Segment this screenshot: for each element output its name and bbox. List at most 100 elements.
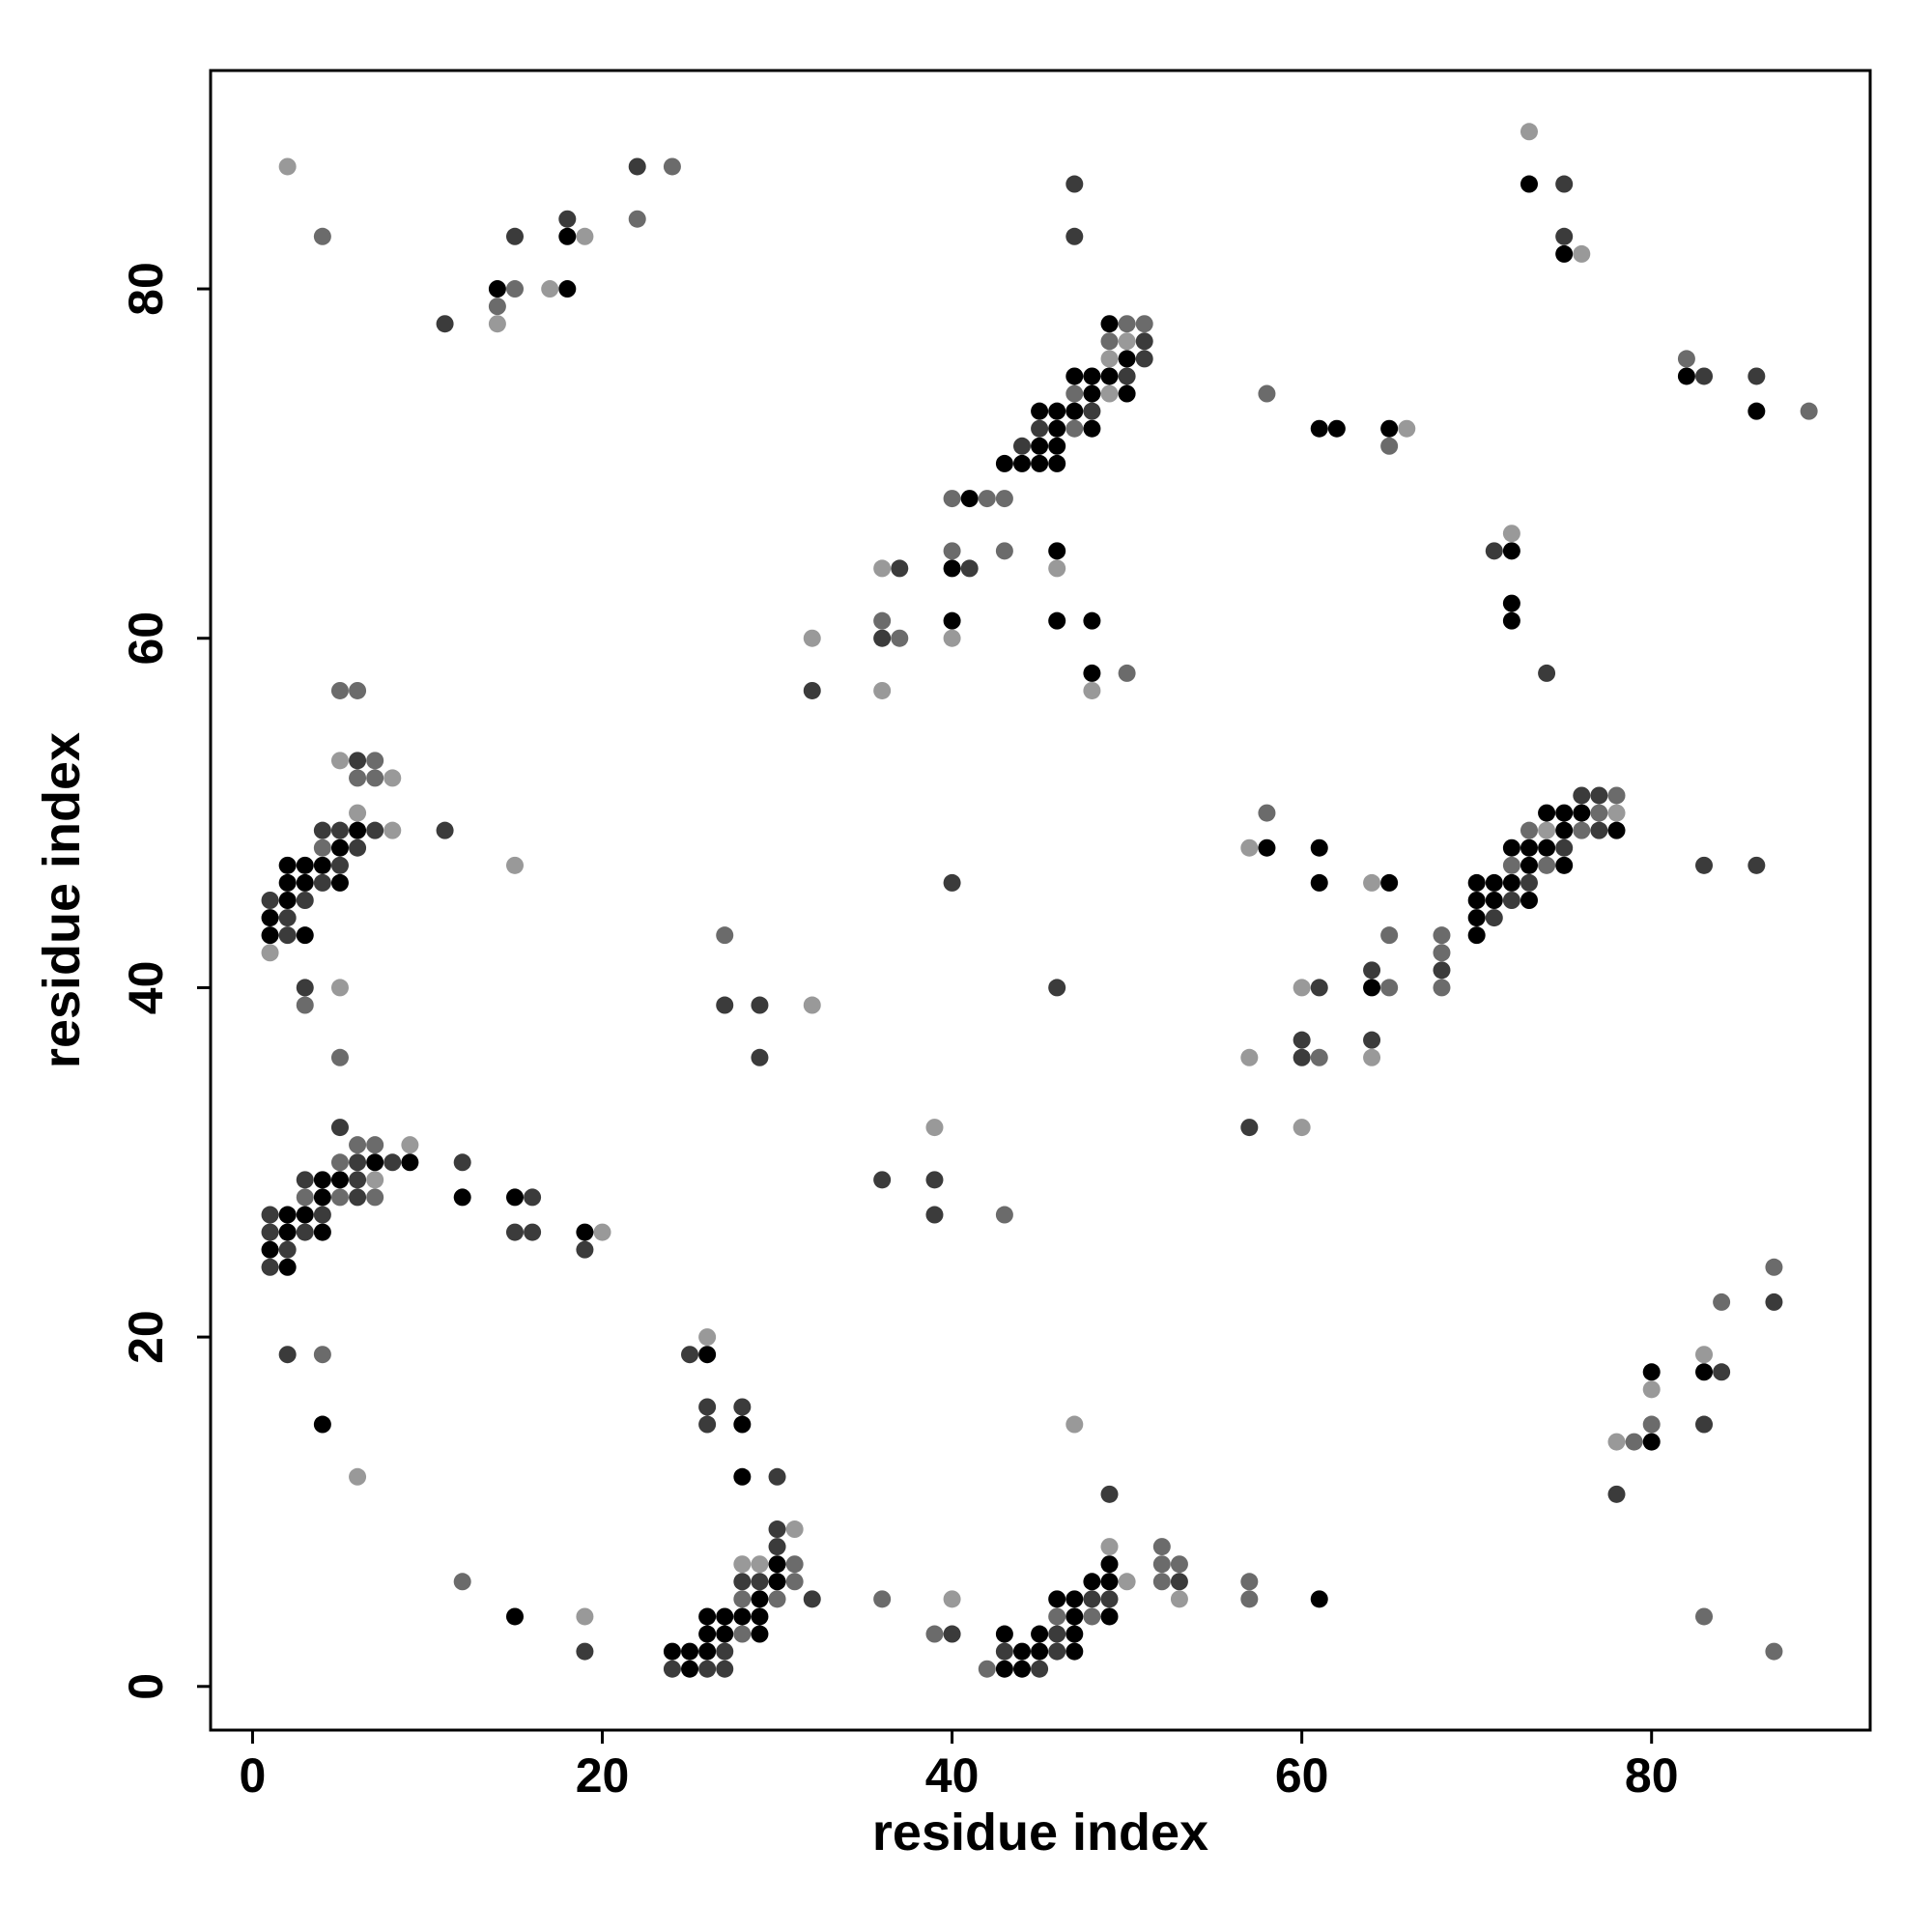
- point: [330, 1171, 349, 1189]
- x-tick-label: 20: [576, 1748, 630, 1803]
- point: [1747, 367, 1766, 385]
- point: [1310, 419, 1328, 438]
- point: [278, 157, 297, 176]
- point: [1363, 873, 1381, 892]
- point: [1310, 873, 1328, 892]
- point: [1065, 175, 1084, 193]
- point: [943, 873, 961, 892]
- point: [960, 490, 979, 508]
- point: [995, 1660, 1013, 1678]
- point: [1555, 838, 1574, 857]
- point: [505, 856, 524, 874]
- point: [261, 909, 279, 927]
- point: [925, 1171, 944, 1189]
- point: [330, 856, 349, 874]
- point: [1747, 856, 1766, 874]
- point: [1695, 1415, 1714, 1434]
- point: [330, 1119, 349, 1137]
- point: [995, 542, 1013, 560]
- point: [576, 1240, 594, 1259]
- point: [313, 838, 331, 857]
- point: [1118, 315, 1136, 333]
- point: [1765, 1293, 1783, 1311]
- point: [349, 838, 367, 857]
- point: [1031, 402, 1049, 420]
- point: [1433, 944, 1451, 962]
- point: [1083, 1573, 1101, 1591]
- point: [1573, 244, 1591, 263]
- point: [751, 1048, 769, 1066]
- point: [1048, 1642, 1066, 1661]
- point: [733, 1398, 752, 1416]
- point: [1467, 873, 1486, 892]
- point: [593, 1223, 611, 1241]
- point: [1467, 909, 1486, 927]
- point: [505, 280, 524, 298]
- point: [1100, 332, 1119, 351]
- point: [524, 1223, 542, 1241]
- point: [1502, 892, 1520, 909]
- point: [313, 1223, 331, 1241]
- point: [1135, 332, 1153, 351]
- y-tick-label: 20: [119, 1310, 173, 1364]
- point: [733, 1467, 752, 1486]
- point: [751, 996, 769, 1014]
- point: [1100, 1555, 1119, 1574]
- point: [925, 1206, 944, 1224]
- point: [278, 1346, 297, 1364]
- point: [558, 210, 577, 228]
- point: [1083, 402, 1101, 420]
- point: [1012, 1660, 1031, 1678]
- point: [1363, 961, 1381, 980]
- point: [1538, 821, 1556, 839]
- point: [1083, 367, 1101, 385]
- x-tick-label: 0: [240, 1748, 267, 1803]
- point: [1520, 892, 1538, 909]
- point: [1135, 315, 1153, 333]
- point: [925, 1625, 944, 1643]
- point: [1677, 350, 1695, 368]
- point: [995, 1206, 1013, 1224]
- point: [681, 1346, 699, 1364]
- point: [716, 1625, 734, 1643]
- point: [1607, 786, 1626, 805]
- point: [558, 280, 577, 298]
- point: [768, 1555, 786, 1574]
- point: [1100, 384, 1119, 403]
- point: [1747, 402, 1766, 420]
- point: [261, 926, 279, 945]
- point: [1083, 419, 1101, 438]
- point: [349, 752, 367, 770]
- x-axis-label: residue index: [872, 1804, 1208, 1861]
- point: [278, 1223, 297, 1241]
- point: [995, 1625, 1013, 1643]
- point: [1118, 350, 1136, 368]
- point: [803, 996, 821, 1014]
- point: [261, 1258, 279, 1276]
- point: [873, 611, 892, 630]
- x-tick-label: 40: [925, 1748, 980, 1803]
- point: [1048, 402, 1066, 420]
- point: [1555, 821, 1574, 839]
- point: [401, 1136, 419, 1154]
- point: [1380, 926, 1399, 945]
- y-tick-label: 60: [119, 611, 173, 666]
- point: [1048, 1625, 1066, 1643]
- point: [716, 926, 734, 945]
- point: [1083, 681, 1101, 699]
- point: [488, 315, 506, 333]
- point: [663, 1660, 681, 1678]
- point: [768, 1520, 786, 1539]
- point: [1100, 1590, 1119, 1608]
- point: [1240, 1590, 1259, 1608]
- point: [716, 996, 734, 1014]
- point: [1100, 367, 1119, 385]
- point: [349, 1467, 367, 1486]
- point: [576, 227, 594, 245]
- point: [384, 821, 402, 839]
- point: [943, 559, 961, 578]
- point: [1065, 1642, 1084, 1661]
- point: [995, 1642, 1013, 1661]
- point: [1433, 926, 1451, 945]
- point: [751, 1590, 769, 1608]
